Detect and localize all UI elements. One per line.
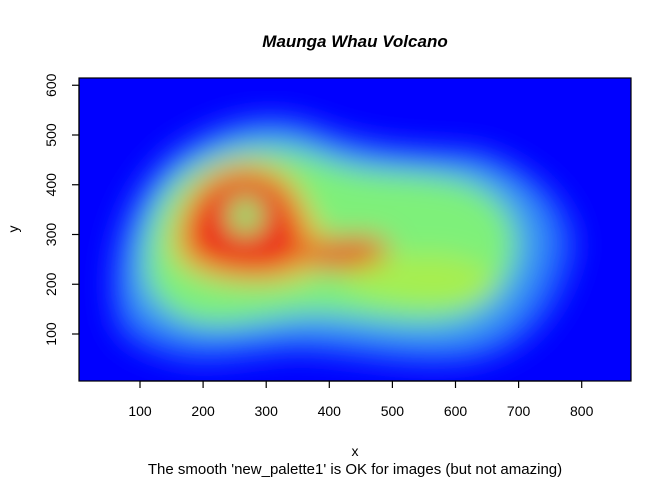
- x-tick-label: 100: [128, 403, 152, 419]
- heatmap-image: [110, 115, 576, 366]
- heatmap-contour-8: [303, 236, 390, 270]
- x-axis-label: x: [352, 443, 359, 459]
- y-tick-label: 600: [43, 73, 59, 97]
- y-tick-label: 400: [43, 173, 59, 197]
- x-axis: 100 200 300 400 500 600 700 800: [128, 380, 594, 419]
- chart-subtitle: The smooth 'new_palette1' is OK for imag…: [148, 461, 562, 478]
- heatmap-area: [79, 78, 631, 381]
- x-tick-label: 300: [255, 403, 279, 419]
- x-tick-label: 400: [318, 403, 342, 419]
- x-tick-label: 500: [381, 403, 405, 419]
- y-axis-label: y: [5, 226, 21, 233]
- heatmap-contour-9: [228, 197, 264, 235]
- x-tick-label: 800: [570, 403, 594, 419]
- y-tick-label: 500: [43, 123, 59, 147]
- x-tick-label: 600: [444, 403, 468, 419]
- y-tick-label: 200: [43, 272, 59, 296]
- y-tick-label: 100: [43, 322, 59, 346]
- y-tick-label: 300: [43, 223, 59, 247]
- y-axis: 100 200 300 400 500 600: [43, 73, 80, 346]
- x-tick-label: 200: [191, 403, 215, 419]
- x-tick-label: 700: [507, 403, 531, 419]
- heatmap-contour-4: [340, 254, 495, 304]
- chart-title: Maunga Whau Volcano: [262, 32, 447, 51]
